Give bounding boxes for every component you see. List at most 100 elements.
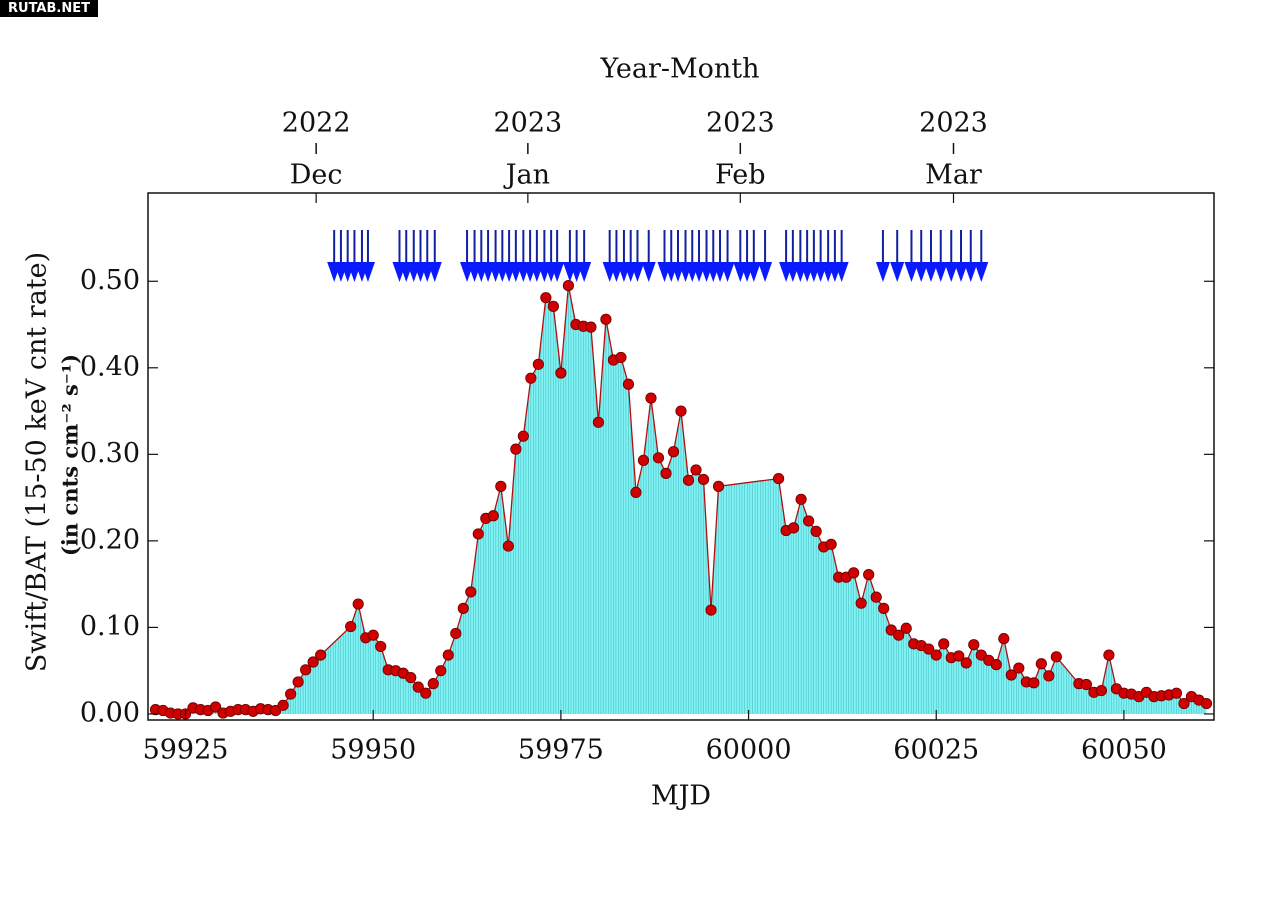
arrow-head — [746, 262, 761, 282]
top-axis-title: Year-Month — [599, 54, 759, 85]
marker — [690, 464, 702, 476]
marker — [788, 522, 800, 534]
arrow — [904, 230, 919, 282]
watermark: RUTAB.NET — [0, 0, 98, 17]
x-tick-label: 59975 — [518, 735, 604, 766]
marker — [1043, 670, 1055, 682]
top-month-label: Jan — [503, 160, 550, 191]
marker — [960, 657, 972, 669]
marker — [457, 602, 469, 614]
marker — [938, 638, 950, 650]
marker — [540, 292, 552, 304]
top-year-label: 2023 — [706, 108, 775, 139]
y-tick-label: 0.50 — [80, 265, 140, 296]
top-year-label: 2022 — [282, 108, 351, 139]
arrow-head — [944, 262, 959, 282]
marker — [900, 622, 912, 634]
marker — [502, 540, 514, 552]
y-tick-label: 0.00 — [80, 697, 140, 728]
marker — [1028, 677, 1040, 689]
marker — [1050, 651, 1062, 663]
plot-frame — [147, 192, 1215, 721]
marker — [810, 525, 822, 537]
marker — [472, 528, 484, 540]
arrow-head — [963, 262, 978, 282]
top-month-label: Feb — [715, 160, 766, 191]
arrow-head — [550, 262, 565, 282]
marker — [405, 671, 417, 684]
marker — [1095, 684, 1107, 697]
arrow-head — [630, 262, 645, 282]
marker — [600, 313, 612, 325]
x-tick-label: 60050 — [1081, 735, 1167, 766]
marker — [893, 629, 905, 641]
marker — [998, 633, 1010, 645]
top-month-label: Dec — [290, 160, 343, 191]
marker — [660, 467, 672, 479]
marker — [450, 627, 462, 640]
marker — [427, 678, 439, 690]
marker — [592, 416, 605, 428]
marker — [615, 351, 627, 364]
marker — [532, 358, 544, 370]
marker — [547, 300, 559, 312]
marker — [968, 639, 980, 651]
marker — [682, 474, 695, 486]
top-month-label: Mar — [925, 160, 982, 191]
marker — [300, 664, 312, 676]
marker — [630, 486, 642, 499]
x-axis-title: MJD — [651, 781, 711, 812]
arrow — [550, 230, 565, 282]
y-tick-label: 0.40 — [80, 351, 140, 382]
marker — [923, 643, 935, 655]
y-tick-label: 0.20 — [80, 524, 140, 555]
top-year-label: 2023 — [493, 108, 562, 139]
arrow-head — [890, 262, 905, 282]
y-axis-subtitle: (in cnts cm⁻² s⁻¹) — [58, 354, 83, 556]
arrow — [720, 230, 735, 282]
top-year-label: 2023 — [919, 108, 988, 139]
marker — [878, 602, 890, 614]
arrow — [963, 230, 978, 282]
marker — [772, 472, 785, 485]
marker — [1200, 697, 1213, 710]
arrow-head — [427, 262, 442, 282]
marker — [803, 515, 815, 527]
x-tick-label: 59950 — [330, 735, 416, 766]
marker — [795, 493, 807, 505]
marker — [345, 620, 357, 633]
marker — [953, 650, 965, 662]
arrow — [933, 230, 948, 282]
arrow-head — [641, 262, 656, 282]
marker — [465, 586, 477, 598]
marker — [1103, 649, 1115, 661]
y-tick-label: 0.30 — [80, 438, 140, 469]
marker — [1080, 678, 1092, 691]
marker — [1005, 669, 1017, 681]
marker — [315, 649, 327, 661]
x-tick-label: 60025 — [893, 735, 979, 766]
marker — [1035, 658, 1047, 670]
marker — [870, 591, 882, 603]
arrow-head — [933, 262, 948, 282]
marker — [525, 372, 537, 384]
arrow-head — [923, 262, 938, 282]
marker — [697, 473, 710, 486]
arrow-head — [577, 262, 592, 282]
arrow — [914, 230, 929, 282]
marker — [292, 676, 304, 688]
arrow — [923, 230, 938, 282]
arrow-head — [875, 262, 890, 282]
marker — [442, 649, 454, 661]
marker — [435, 665, 447, 677]
arrow-head — [360, 262, 375, 282]
arrow-head — [974, 262, 989, 282]
arrow — [630, 230, 645, 282]
marker — [510, 443, 522, 455]
arrow — [577, 230, 592, 282]
marker — [412, 681, 424, 693]
arrow-head — [914, 262, 929, 282]
arrow — [427, 230, 442, 282]
arrow — [974, 230, 989, 282]
marker — [705, 604, 717, 616]
